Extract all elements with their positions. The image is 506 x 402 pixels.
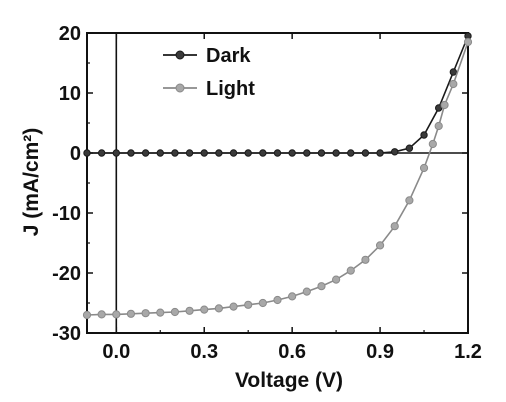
data-point (375, 241, 385, 250)
x-tick-label: 0.6 (278, 341, 306, 363)
data-point (244, 300, 253, 309)
data-point (419, 163, 429, 173)
data-point (97, 310, 106, 319)
x-axis-title: Voltage (V) (235, 369, 343, 392)
data-point (288, 149, 296, 157)
data-point (434, 121, 443, 131)
data-point (185, 306, 194, 315)
data-point (428, 139, 437, 149)
data-point (405, 196, 414, 205)
data-point (258, 298, 267, 308)
data-point (244, 149, 252, 157)
data-point (463, 37, 473, 47)
x-tick-label: 0.3 (190, 341, 218, 363)
data-point (317, 149, 326, 157)
data-point (82, 310, 92, 320)
legend-item-light: Light (163, 78, 255, 100)
data-point (347, 149, 355, 157)
data-point (229, 149, 238, 157)
data-point (288, 292, 297, 301)
data-point (156, 149, 164, 157)
data-point (332, 275, 341, 284)
data-point (214, 304, 223, 313)
legend-marker (175, 83, 185, 93)
series-line (86, 41, 469, 316)
data-point (302, 287, 311, 296)
data-point (259, 149, 267, 157)
data-point (97, 149, 106, 157)
data-point (449, 79, 458, 89)
series-dark (83, 32, 472, 157)
data-point (420, 131, 428, 139)
data-point (440, 100, 449, 110)
data-point (376, 149, 384, 157)
series-line (87, 35, 469, 154)
data-point (127, 149, 135, 157)
data-point (273, 149, 282, 157)
legend: Dark Light (163, 45, 255, 100)
axes-layer: 0.0 0.3 0.6 0.9 1.2 -30 -20 -10 0 10 20 (52, 23, 482, 363)
data-point (112, 310, 121, 319)
data-point (126, 309, 136, 318)
data-point (185, 149, 194, 157)
data-point (215, 149, 223, 157)
data-point (170, 307, 180, 317)
data-point (200, 149, 208, 157)
y-tick-label: -20 (52, 263, 81, 285)
data-point (449, 68, 458, 76)
series-light (82, 37, 473, 320)
data-point (303, 149, 311, 157)
data-point (391, 148, 399, 156)
data-point (200, 305, 209, 314)
data-point (390, 222, 399, 231)
data-point (83, 149, 91, 157)
x-tick-label: 0.9 (366, 341, 394, 363)
data-point (229, 302, 238, 311)
data-point (273, 295, 282, 305)
data-point (405, 144, 414, 152)
legend-item-dark: Dark (163, 45, 251, 67)
data-point (346, 266, 355, 275)
legend-label: Light (206, 78, 255, 100)
data-point (361, 149, 370, 157)
y-tick-label: 10 (59, 83, 81, 105)
x-tick-label: 0.0 (102, 341, 130, 363)
y-tick-label: -30 (52, 323, 81, 345)
y-tick-label: 0 (70, 143, 81, 165)
data-point (141, 309, 150, 318)
y-tick-label: 20 (59, 23, 81, 45)
series-layer (82, 32, 473, 320)
data-point (332, 149, 340, 157)
y-axis-title: J (mA/cm²) (20, 128, 43, 237)
legend-label: Dark (206, 45, 251, 67)
data-point (171, 149, 179, 157)
data-point (361, 255, 370, 264)
data-point (317, 282, 326, 291)
data-point (141, 149, 150, 157)
x-tick-label: 1.2 (454, 341, 482, 363)
data-point (156, 308, 165, 317)
plot-frame (86, 32, 469, 334)
legend-marker (175, 50, 185, 60)
data-point (112, 149, 121, 157)
y-tick-label: -10 (52, 203, 81, 225)
